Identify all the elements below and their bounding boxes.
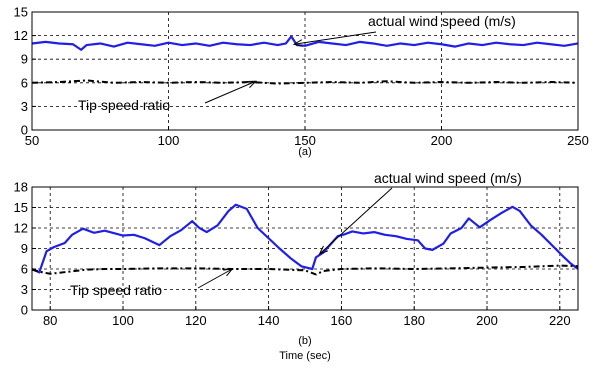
series-line-wind-speed-a — [31, 35, 579, 51]
annotation-arrow-wind-a — [292, 31, 377, 47]
gridlines-a — [32, 12, 578, 130]
x-tick-label-180: 180 — [403, 313, 425, 328]
annotation-tip-speed-ratio-b: Tip speed ratio — [70, 282, 162, 298]
y-tick-label-6: 6 — [21, 262, 28, 277]
series-group-a — [31, 35, 579, 85]
annotation-group-b: actual wind speed (m/s) Tip speed ratio — [70, 170, 522, 298]
gridlines-b — [32, 187, 578, 310]
annotation-arrow-wind-b — [318, 187, 393, 255]
y-tick-label-0: 0 — [21, 303, 28, 318]
caption-a: (a) — [298, 146, 311, 158]
annotation-tip-speed-ratio-a: Tip speed ratio — [78, 97, 170, 113]
y-tick-label-12: 12 — [14, 28, 28, 43]
x-tick-label-220: 220 — [549, 313, 571, 328]
caption-b: (b) — [298, 335, 311, 347]
annotation-wind-speed-b: actual wind speed (m/s) — [374, 170, 522, 186]
y-tick-label-0: 0 — [21, 123, 28, 138]
y-tick-label-9: 9 — [21, 241, 28, 256]
x-tick-label-150: 150 — [294, 133, 316, 148]
x-tick-label-120: 120 — [185, 313, 207, 328]
chart-panel-a: 50 100 150 200 250 0 3 6 9 12 15 actual wind speed… — [14, 5, 589, 159]
tick-group-a: 50 100 150 200 250 0 3 6 9 12 15 — [14, 5, 589, 149]
x-tick-label-80: 80 — [43, 313, 57, 328]
annotation-arrow-tsr-b — [197, 268, 234, 289]
y-tick-label-15: 15 — [14, 200, 28, 215]
annotation-arrow-tsr-a — [204, 80, 258, 104]
annotation-wind-speed-a: actual wind speed (m/s) — [368, 13, 516, 29]
x-tick-label-200: 200 — [476, 313, 498, 328]
series-line-wind-speed-b — [31, 203, 579, 274]
x-tick-label-250: 250 — [567, 133, 589, 148]
tick-group-b: 80 100 120 140 160 180 200 220 0 3 6 9 12 15 18 — [14, 180, 571, 329]
chart-panel-b: 80 100 120 140 160 180 200 220 0 3 6 9 12 15 18 actual… — [14, 170, 579, 362]
y-tick-label-12: 12 — [14, 221, 28, 236]
annotation-group-a: actual wind speed (m/s) Tip speed ratio — [78, 13, 516, 113]
series-group-b — [31, 203, 579, 276]
x-axis-label-b: Time (sec) — [279, 350, 331, 362]
y-tick-label-18: 18 — [14, 180, 28, 195]
x-tick-label-50: 50 — [25, 133, 39, 148]
y-tick-label-15: 15 — [14, 5, 28, 20]
y-tick-label-3: 3 — [21, 282, 28, 297]
x-tick-label-200: 200 — [431, 133, 453, 148]
y-tick-label-6: 6 — [21, 75, 28, 90]
x-tick-label-160: 160 — [331, 313, 353, 328]
x-tick-label-140: 140 — [258, 313, 280, 328]
y-tick-label-3: 3 — [21, 99, 28, 114]
x-tick-label-100: 100 — [112, 313, 134, 328]
x-tick-label-100: 100 — [158, 133, 180, 148]
y-tick-label-9: 9 — [21, 52, 28, 67]
